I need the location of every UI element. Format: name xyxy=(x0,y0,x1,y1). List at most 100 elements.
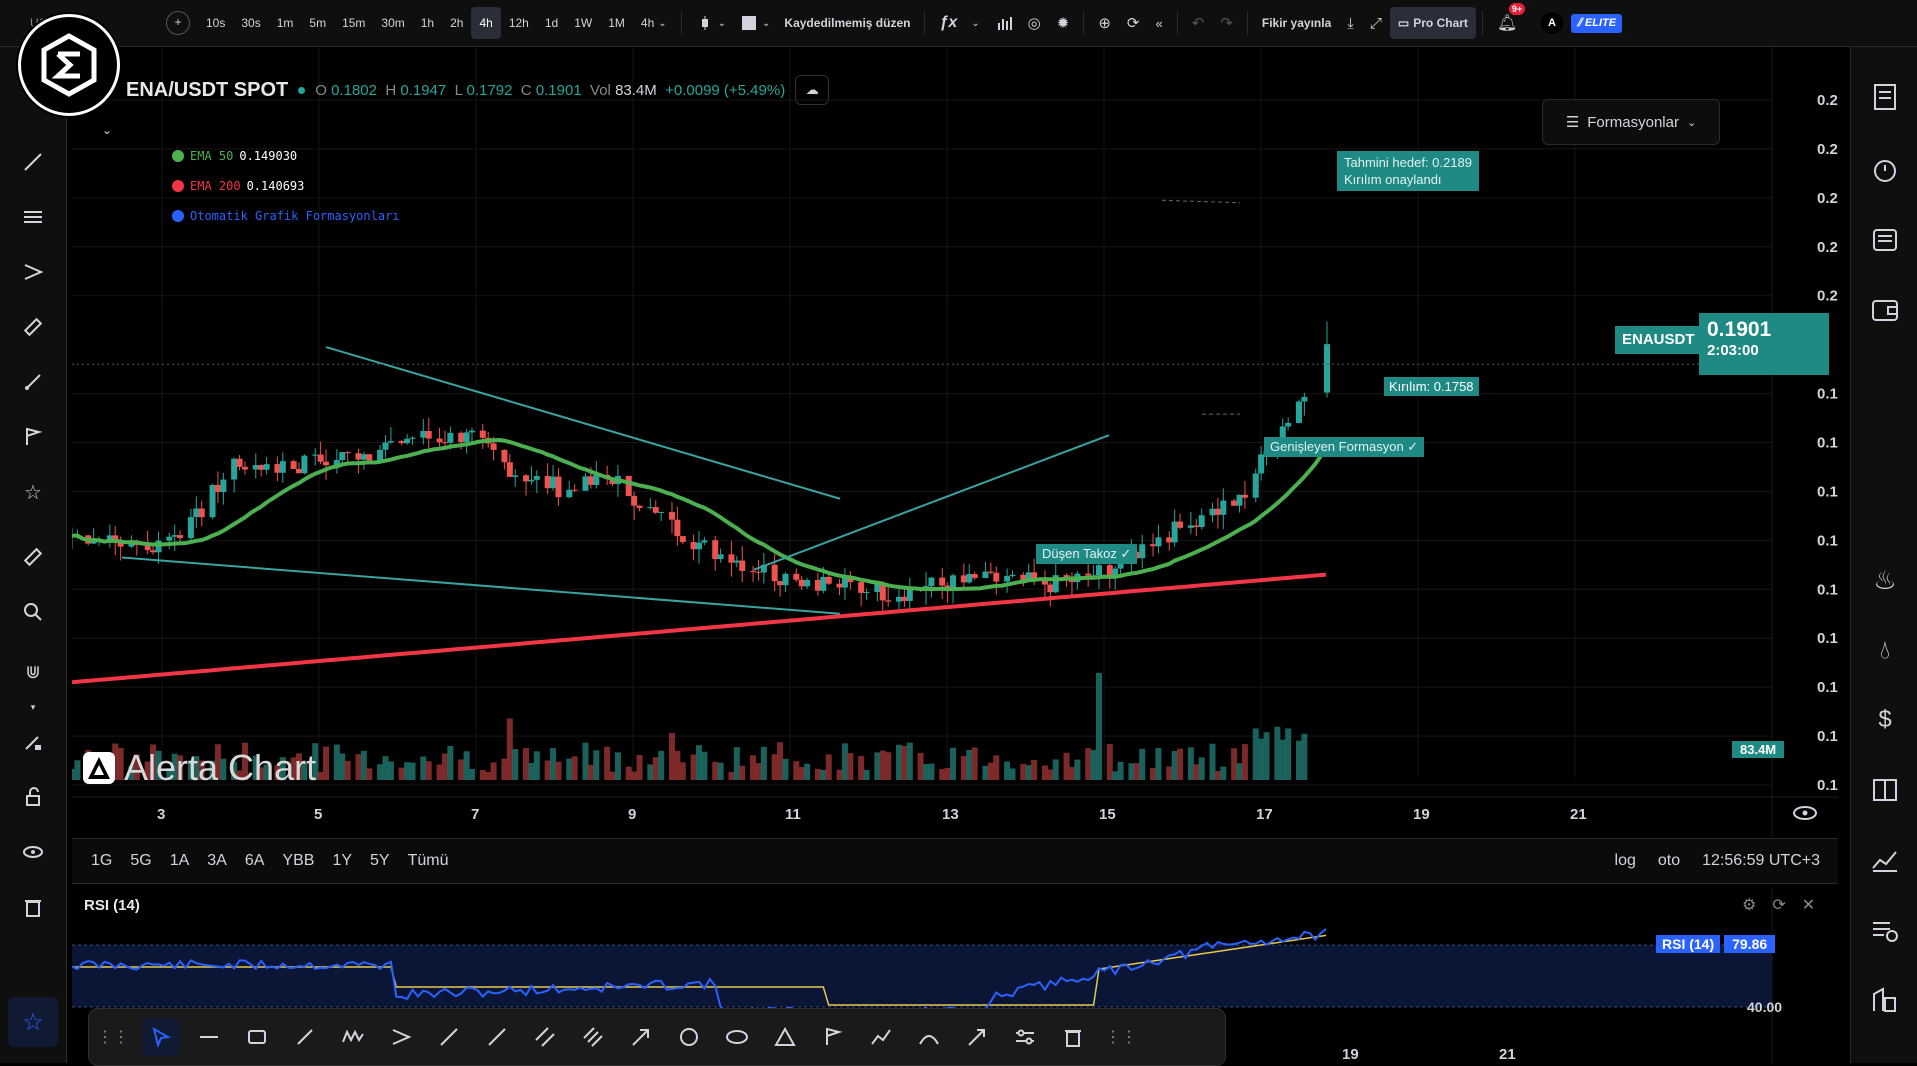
bar-chart-button[interactable] xyxy=(988,7,1020,39)
legend-auto-patterns[interactable]: Otomatik Grafik Formasyonları xyxy=(172,209,400,223)
pro-chart-button[interactable]: ▭ Pro Chart xyxy=(1389,7,1476,39)
interval-1M[interactable]: 1M xyxy=(608,16,625,30)
alert-settings-button[interactable]: ◎ xyxy=(1020,7,1049,39)
fullscreen-button[interactable]: ⤢ xyxy=(1362,7,1390,39)
interval-10s[interactable]: 10s xyxy=(206,16,226,30)
add-to-list-button[interactable] xyxy=(1867,912,1903,948)
layout-button[interactable]: ⌄ Kaydedilmemiş düzen xyxy=(734,7,918,39)
polyline-tool[interactable] xyxy=(862,1018,900,1056)
zoom-tool[interactable] xyxy=(18,597,48,627)
replay-button[interactable]: ⟳ xyxy=(1119,7,1148,39)
rsi-title[interactable]: RSI (14) xyxy=(84,897,140,914)
drag-handle-right[interactable]: ⋮⋮ xyxy=(1102,1018,1140,1056)
ellipse-tool[interactable] xyxy=(718,1018,756,1056)
legend-collapse-button[interactable]: ⌄ xyxy=(102,122,112,137)
favorites-toggle[interactable]: ☆ xyxy=(8,997,58,1047)
notifications-button[interactable]: 🔔︎ 9+ xyxy=(1489,3,1533,39)
rectangle-tool[interactable] xyxy=(238,1018,276,1056)
settings-button[interactable]: ✹ xyxy=(1049,7,1078,39)
favorite-tool[interactable]: ☆ xyxy=(18,477,48,507)
auto-scale-toggle[interactable]: oto xyxy=(1657,852,1681,869)
arc-tool[interactable] xyxy=(910,1018,948,1056)
interval-15m[interactable]: 15m xyxy=(342,16,366,30)
lock-tool[interactable] xyxy=(18,782,48,812)
close-icon[interactable]: ✕ xyxy=(1801,897,1816,914)
interval-2h[interactable]: 2h xyxy=(450,16,464,30)
flag-tool[interactable] xyxy=(18,422,48,452)
brush-tool[interactable] xyxy=(18,367,48,397)
visibility-tool[interactable] xyxy=(18,837,48,867)
regression-tool[interactable] xyxy=(574,1018,612,1056)
hline-tool[interactable] xyxy=(190,1018,228,1056)
angle-tool[interactable] xyxy=(382,1018,420,1056)
ruler-tool[interactable] xyxy=(18,312,48,342)
range-Tümü[interactable]: Tümü xyxy=(407,852,449,869)
flag-draw-tool[interactable] xyxy=(814,1018,852,1056)
target-annotation[interactable]: Tahmini hedef: 0.2189 Kırılım onaylandı xyxy=(1337,151,1479,191)
range-1G[interactable]: 1G xyxy=(91,852,113,869)
circle-tool[interactable] xyxy=(670,1018,708,1056)
interval-4h[interactable]: 4h xyxy=(471,7,501,39)
performance-button[interactable] xyxy=(1867,842,1903,878)
settings-tool[interactable] xyxy=(1006,1018,1044,1056)
undo-button[interactable]: ↶ xyxy=(1184,7,1213,39)
timezone-clock[interactable]: 12:56:59 UTC+3 xyxy=(1702,852,1820,869)
alerts-button[interactable] xyxy=(1867,152,1903,188)
delete-tool[interactable] xyxy=(1054,1018,1092,1056)
toggle-visibility-button[interactable] xyxy=(1792,804,1818,825)
arrow-line-tool[interactable] xyxy=(958,1018,996,1056)
cloud-save-button[interactable]: ☁︎ xyxy=(795,75,830,105)
download-button[interactable]: ⤓ xyxy=(1339,7,1362,39)
pattern-draw-tool[interactable] xyxy=(334,1018,372,1056)
add-symbol-button[interactable]: + xyxy=(158,7,198,39)
range-6A[interactable]: 6A xyxy=(244,852,265,869)
trend-line-tool[interactable] xyxy=(18,147,48,177)
interval-1d[interactable]: 1d xyxy=(544,16,559,30)
magnet-tool[interactable]: ⋓ xyxy=(18,657,48,687)
globe-button[interactable]: ⊕ xyxy=(1090,7,1119,39)
patterns-button[interactable]: ☰ Formasyonlar ⌄ xyxy=(1542,99,1720,145)
elite-badge[interactable]: ⫽ ELITE xyxy=(1570,7,1623,39)
watchlist-button[interactable] xyxy=(1867,79,1903,115)
interval-12h[interactable]: 12h xyxy=(508,16,529,30)
measure-tool[interactable] xyxy=(18,542,48,572)
drag-handle[interactable]: ⋮⋮ xyxy=(94,1018,132,1056)
breakout-label[interactable]: Kırılım: 0.1758 xyxy=(1384,377,1479,396)
range-1Y[interactable]: 1Y xyxy=(332,852,353,869)
legend-ema200[interactable]: EMA 200 0.140693 xyxy=(172,179,304,193)
parallel-channel-tool[interactable] xyxy=(526,1018,564,1056)
lock-drawings-edit[interactable] xyxy=(18,727,48,757)
calendar-button[interactable] xyxy=(1867,772,1903,808)
triangle-tool[interactable] xyxy=(766,1018,804,1056)
app-logo[interactable] xyxy=(18,14,120,116)
gear-icon[interactable]: ⚙ xyxy=(1742,897,1757,914)
refresh-icon[interactable]: ⟳ xyxy=(1772,897,1786,914)
arrow-tool[interactable] xyxy=(622,1018,660,1056)
horizontal-lines-tool[interactable] xyxy=(18,202,48,232)
liquidity-button[interactable]: 💧︎ xyxy=(1867,632,1903,668)
interval-dropdown[interactable]: 4h ⌄ xyxy=(633,7,675,39)
rewind-button[interactable]: « xyxy=(1147,7,1170,39)
interval-1W[interactable]: 1W xyxy=(574,16,593,30)
hot-button[interactable]: ♨ xyxy=(1867,562,1903,598)
buildings-button[interactable] xyxy=(1867,982,1903,1018)
news-button[interactable] xyxy=(1867,222,1903,258)
interval-1h[interactable]: 1h xyxy=(420,16,435,30)
range-1A[interactable]: 1A xyxy=(169,852,190,869)
indicators-button[interactable]: ƒx ⌄ xyxy=(931,7,987,39)
publish-idea-button[interactable]: Fikir yayınla xyxy=(1261,16,1332,30)
expanding-pattern-label[interactable]: Genişleyen Formasyon ✓ xyxy=(1264,437,1425,457)
pointer-tool[interactable] xyxy=(142,1018,180,1056)
symbol-title[interactable]: ENA/USDT SPOT xyxy=(126,78,289,101)
delete-drawings[interactable] xyxy=(18,892,48,922)
line-tool[interactable] xyxy=(430,1018,468,1056)
avatar[interactable]: A xyxy=(1533,7,1571,39)
interval-30m[interactable]: 30m xyxy=(381,16,405,30)
wallet-button[interactable] xyxy=(1867,292,1903,328)
market-data-button[interactable]: $ xyxy=(1867,702,1903,738)
magnet-dropdown[interactable]: ▾ xyxy=(18,692,48,722)
legend-ema50[interactable]: EMA 50 0.149030 xyxy=(172,149,297,163)
falling-wedge-label[interactable]: Düşen Takoz ✓ xyxy=(1036,544,1138,564)
